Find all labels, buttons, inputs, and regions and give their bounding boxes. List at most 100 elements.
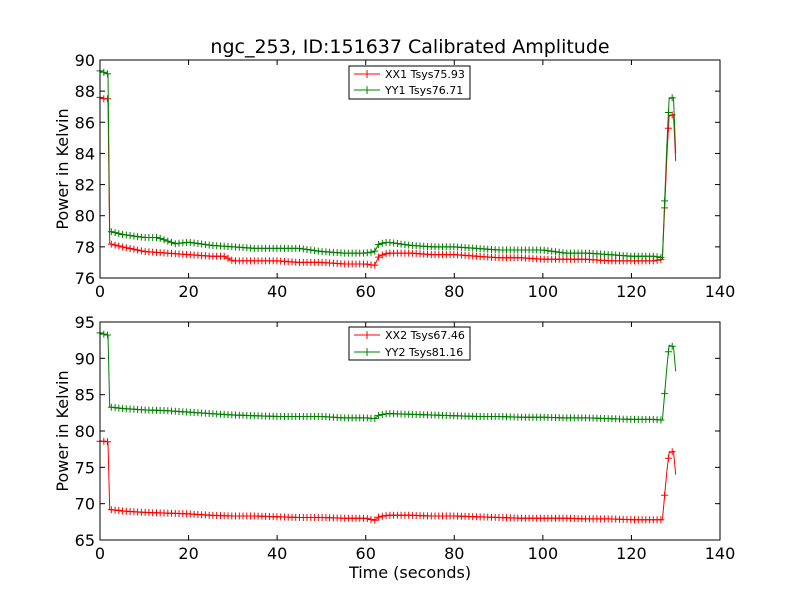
y-tick-label: 86 (75, 113, 95, 132)
y-tick-label: 95 (75, 313, 95, 332)
data-point (552, 248, 559, 256)
plot-frame (99, 59, 721, 279)
data-point (363, 260, 371, 268)
data-point (115, 242, 123, 250)
data-point (367, 516, 375, 523)
x-tick-label: 120 (616, 544, 647, 563)
data-point (115, 230, 123, 238)
data-point (375, 513, 383, 521)
data-point (661, 491, 669, 499)
data-point (664, 348, 672, 356)
y-tick-label: 80 (75, 422, 95, 441)
data-point (664, 124, 672, 132)
y-axis-label: Power in Kelvin (53, 108, 72, 229)
data-point (104, 95, 111, 103)
x-tick-label: 80 (444, 282, 464, 301)
legend-label-xx2: XX2 Tsys67.46 (385, 329, 465, 342)
x-tick-label: 20 (178, 282, 198, 301)
data-point (375, 241, 383, 248)
x-tick-label: 60 (356, 544, 376, 563)
x-tick-label: 60 (356, 282, 376, 301)
y-tick-label: 82 (75, 176, 95, 195)
data-point (363, 515, 371, 523)
y-tick-label: 75 (75, 458, 95, 477)
data-point (168, 238, 175, 246)
legend-label-xx1: XX1 Tsys75.93 (385, 68, 465, 81)
data-point (378, 512, 386, 520)
data-point (220, 252, 228, 260)
data-point (126, 232, 134, 239)
x-tick-label: 140 (705, 544, 736, 563)
bottom-chart: Power in Kelvin Time (seconds) 0 20 40 60 80… (53, 313, 735, 582)
data-point (307, 246, 315, 254)
data-point (371, 516, 379, 524)
y-tick-label: 90 (75, 51, 95, 70)
data-point (657, 254, 665, 261)
legend-label-yy2: YY2 Tsys81.16 (384, 346, 463, 359)
data-point (111, 241, 119, 249)
data-point (137, 247, 145, 255)
data-point (100, 330, 108, 338)
data-point (100, 68, 108, 76)
legend-box (348, 326, 471, 361)
data-point (107, 240, 115, 248)
data-point (119, 243, 127, 251)
x-axis-label: Time (seconds) (348, 563, 471, 582)
data-point (363, 249, 371, 257)
data-point (296, 244, 303, 252)
y-tick-label: 90 (75, 349, 95, 368)
x-tick-label: 40 (267, 544, 287, 563)
series-xx2 (96, 437, 677, 524)
data-point (100, 437, 108, 445)
data-point (375, 253, 383, 261)
data-point (153, 234, 160, 241)
series-xx1 (96, 93, 677, 269)
x-tick-label: 140 (705, 282, 736, 301)
y-tick-label: 70 (75, 495, 95, 514)
y-tick-label: 88 (75, 82, 95, 101)
top-chart: ngc_253, ID:151637 Calibrated Amplitude … (53, 36, 735, 301)
data-point (107, 228, 115, 236)
legend-marker-yy2: + (362, 345, 372, 359)
legend-box (348, 65, 471, 100)
y-tick-label: 65 (75, 531, 95, 550)
data-point (668, 342, 676, 350)
y-tick-label: 76 (75, 269, 95, 288)
data-point (111, 229, 119, 237)
legend-marker-xx1: + (362, 67, 372, 81)
data-point (122, 244, 130, 252)
y-tick-label: 85 (75, 386, 95, 405)
data-point (657, 516, 665, 524)
data-point (367, 248, 375, 256)
y-tick-label: 78 (75, 238, 95, 257)
legend-marker-xx2: + (362, 328, 372, 342)
data-point (664, 109, 672, 116)
x-tick-label: 20 (178, 544, 198, 563)
data-point (668, 94, 676, 102)
legend: + XX1 Tsys75.93 + YY1 Tsys76.71 (348, 65, 471, 100)
data-point (664, 454, 672, 462)
series-yy2 (96, 329, 677, 424)
y-axis-label: Power in Kelvin (53, 370, 72, 491)
data-point (371, 261, 379, 269)
data-point (382, 250, 390, 258)
data-point (134, 246, 142, 254)
data-point (198, 240, 206, 248)
data-point (164, 237, 172, 245)
chart-title: ngc_253, ID:151637 Calibrated Amplitude (210, 36, 609, 58)
data-point (393, 240, 401, 247)
legend: + XX2 Tsys67.46 + YY2 Tsys81.16 (348, 326, 471, 361)
data-point (657, 416, 665, 424)
data-point (228, 256, 236, 264)
legend-marker-yy1: + (362, 83, 372, 97)
y-tick-label: 80 (75, 207, 95, 226)
data-point (661, 390, 669, 398)
data-point (186, 238, 194, 246)
data-point (371, 247, 379, 255)
legend-label-yy1: YY1 Tsys76.71 (384, 84, 463, 97)
data-point (224, 254, 232, 262)
data-point (661, 197, 669, 205)
data-point (378, 239, 386, 247)
data-point (130, 245, 138, 253)
